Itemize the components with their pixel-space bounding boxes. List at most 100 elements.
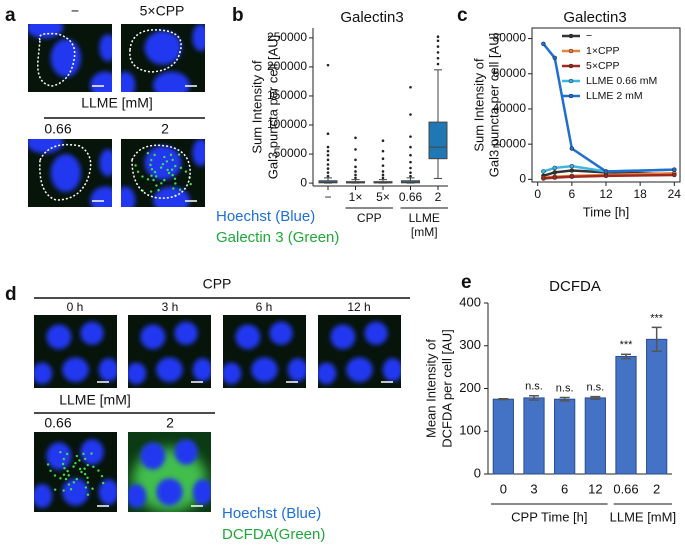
green-puncta [152, 178, 155, 182]
micrograph [34, 432, 117, 512]
green-puncta [49, 469, 52, 473]
micrograph [28, 139, 112, 207]
green-puncta [160, 182, 163, 185]
panel-letter: e [461, 272, 472, 293]
nucleus [330, 324, 356, 350]
y-axis-label: Sum Intensity of [249, 60, 264, 154]
image-content [28, 24, 112, 92]
green-puncta [62, 489, 65, 492]
nucleus [144, 145, 182, 180]
green-puncta [163, 178, 166, 182]
group-label: LLME [mM] [610, 509, 676, 524]
outlier [409, 135, 412, 138]
x-tick-label: 24 [668, 187, 682, 201]
outlier [409, 166, 412, 170]
x-tick-label: 1× [349, 190, 363, 204]
nucleus [269, 321, 293, 345]
image-content [28, 139, 112, 207]
outlier [326, 167, 330, 170]
outlier [354, 173, 357, 177]
bar [523, 397, 545, 475]
outlier [409, 171, 412, 174]
green-puncta [91, 487, 94, 490]
green-puncta [155, 175, 158, 178]
group-label: CPP [357, 211, 382, 225]
green-puncta [157, 189, 160, 192]
nucleus [62, 357, 89, 383]
micrograph [121, 139, 205, 207]
green-puncta [74, 462, 77, 465]
x-tick-label: 0.66 [399, 190, 423, 204]
green-puncta [134, 164, 137, 167]
green-puncta [90, 452, 93, 455]
bar [584, 397, 606, 475]
x-tick-label: 3 [530, 481, 537, 496]
green-puncta [174, 164, 177, 168]
nucleus [156, 478, 183, 506]
green-puncta [72, 465, 75, 468]
y-tick-label: 100000 [267, 117, 307, 131]
x-tick-label: 2 [435, 190, 442, 204]
green-puncta [161, 163, 165, 166]
nucleus [46, 442, 72, 470]
y-axis-label: DCFDA per cell [AU] [439, 329, 454, 447]
image-label: 12 h [347, 300, 370, 314]
significance: *** [650, 312, 664, 324]
green-puncta [62, 457, 66, 461]
outlier [381, 164, 385, 167]
point [552, 170, 558, 175]
cell-outline [129, 29, 182, 73]
green-puncta [64, 477, 68, 481]
significance: *** [620, 339, 634, 351]
point [603, 169, 609, 174]
outlier [326, 153, 330, 157]
green-puncta [177, 153, 181, 156]
green-puncta [184, 170, 188, 173]
nucleus [62, 478, 89, 506]
chart-title: DCFDA [549, 278, 601, 295]
green-puncta [179, 166, 183, 170]
outlier [381, 173, 385, 177]
bar [646, 338, 668, 475]
box [428, 121, 448, 160]
x-tick-label: 2 [653, 481, 660, 496]
nucleus [140, 442, 166, 470]
green-puncta [86, 476, 89, 479]
nucleus [174, 439, 198, 465]
point [672, 167, 677, 172]
green-puncta [100, 474, 104, 478]
nucleus [98, 479, 117, 505]
legend-marker [568, 78, 574, 84]
green-puncta [80, 470, 83, 474]
green-puncta [75, 477, 78, 481]
nucleus [192, 358, 211, 382]
micrograph [128, 432, 211, 512]
green-puncta [83, 467, 86, 470]
y-tick-label: 300 [459, 337, 481, 352]
outlier [326, 63, 330, 67]
green-puncta [153, 153, 156, 157]
green-puncta [86, 481, 90, 484]
nucleus [174, 321, 198, 345]
image-content [34, 439, 117, 508]
micrograph [223, 315, 306, 388]
y-tick-label: 20000 [493, 136, 527, 150]
outlier [326, 163, 330, 166]
image-content [223, 321, 306, 385]
x-tick-label: 0 [500, 481, 507, 496]
y-tick-label: 80000 [493, 31, 527, 45]
outlier [381, 157, 385, 160]
image-content [318, 321, 401, 385]
nucleus [364, 321, 388, 345]
nucleus [99, 149, 112, 177]
group-label: CPP Time [h] [511, 509, 587, 524]
nucleus [192, 24, 205, 52]
nucleus [121, 71, 136, 92]
nucleus [156, 357, 183, 383]
legend-label: 5×CPP [586, 60, 620, 72]
green-puncta [59, 477, 62, 480]
green-puncta [172, 187, 175, 190]
x-tick-label: − [324, 190, 331, 204]
chart-title: Galectin3 [563, 9, 626, 26]
green-puncta [61, 462, 65, 466]
